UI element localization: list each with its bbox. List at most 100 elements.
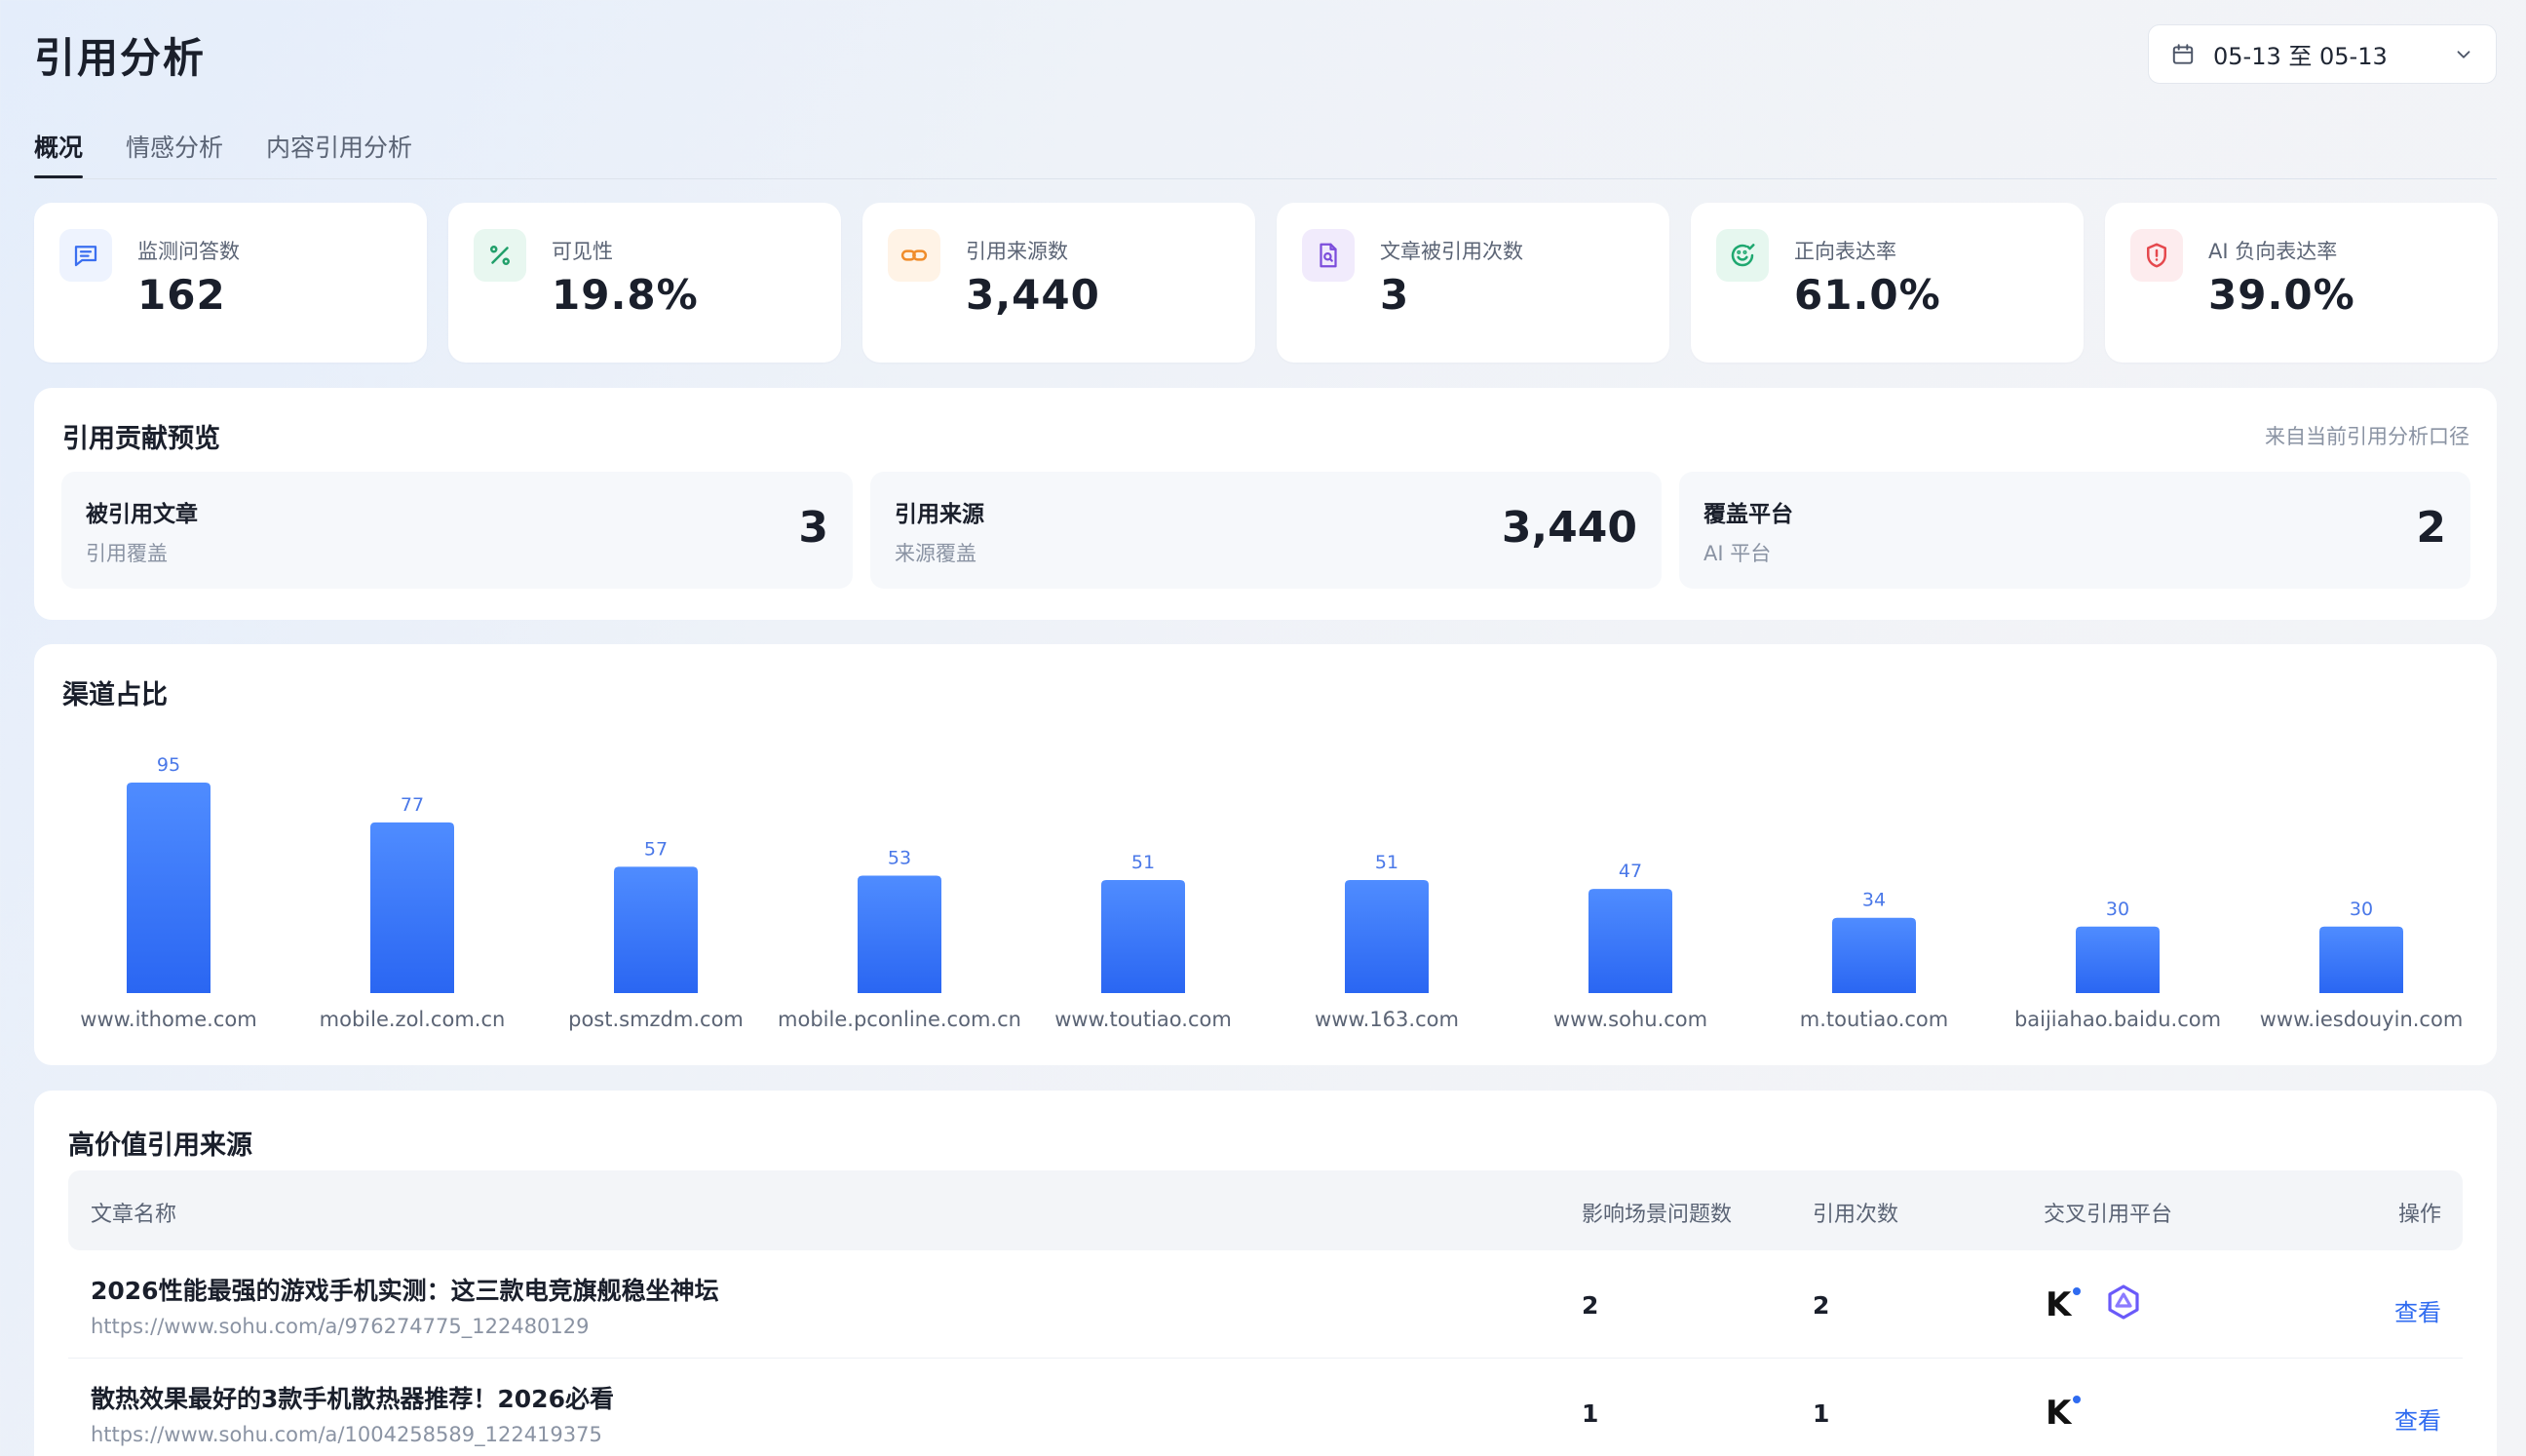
table-header: 文章名称 影响场景问题数 引用次数 交叉引用平台 操作 <box>68 1170 2463 1250</box>
bar-value-label: 57 <box>644 838 668 860</box>
col-article-name: 文章名称 <box>91 1203 177 1227</box>
category-label: mobile.zol.com.cn <box>320 1008 506 1031</box>
contribution-item-sub: AI 平台 <box>1703 542 1772 565</box>
platform-icons: K <box>2044 1391 2083 1430</box>
contribution-note: 来自当前引用分析口径 <box>2265 425 2469 448</box>
tab-sentiment[interactable]: 情感分析 <box>126 134 224 162</box>
chevron-down-icon <box>2457 50 2470 58</box>
metric-card-sources: 引用来源数 3,440 <box>862 203 1255 363</box>
chat-lines-icon <box>59 229 112 282</box>
bar-www.iesdouyin.com[interactable] <box>2319 926 2403 993</box>
shield-alert-icon <box>2130 229 2183 282</box>
citation-count: 2 <box>1813 1291 1830 1320</box>
metric-value: 61.0% <box>1794 271 1941 319</box>
document-search-icon <box>1302 229 1355 282</box>
category-label: mobile.pconline.com.cn <box>778 1008 1021 1031</box>
col-scenario-questions: 影响场景问题数 <box>1582 1203 1733 1227</box>
contribution-item-title: 引用来源 <box>895 502 984 527</box>
col-cross-platforms: 交叉引用平台 <box>2044 1203 2173 1227</box>
svg-text:K: K <box>2046 1285 2073 1322</box>
article-url[interactable]: https://www.sohu.com/a/1004258589_122419… <box>91 1423 602 1446</box>
category-label: post.smzdm.com <box>568 1008 744 1031</box>
bar-value-label: 51 <box>1375 852 1398 873</box>
contribution-item-sub: 来源覆盖 <box>895 542 976 565</box>
smile-check-icon <box>1716 229 1769 282</box>
metric-card-negative-rate: AI 负向表达率 39.0% <box>2105 203 2498 363</box>
col-action: 操作 <box>2397 1203 2441 1227</box>
metric-value: 162 <box>137 271 226 319</box>
metric-cards: 监测问答数 162 可见性 19.8% 引用来源数 3,440 文章被引用次数 3 正向… <box>34 203 2498 363</box>
metric-card-positive-rate: 正向表达率 61.0% <box>1691 203 2084 363</box>
category-label: www.163.com <box>1315 1008 1459 1031</box>
bar-www.ithome.com[interactable] <box>127 783 210 993</box>
bar-www.163.com[interactable] <box>1345 880 1429 993</box>
category-label: baijiahao.baidu.com <box>2014 1008 2221 1031</box>
sources-title: 高价值引用来源 <box>68 1130 252 1161</box>
contribution-item-value: 2 <box>2416 503 2446 553</box>
scenario-question-count: 2 <box>1582 1291 1599 1320</box>
bar-value-label: 77 <box>401 794 424 816</box>
bar-value-label: 34 <box>1862 890 1886 911</box>
contribution-panel: 引用贡献预览 来自当前引用分析口径 被引用文章 引用覆盖 3 引用来源 来源覆盖… <box>34 388 2497 620</box>
contribution-cited-articles: 被引用文章 引用覆盖 3 <box>61 472 853 589</box>
bar-www.sohu.com[interactable] <box>1588 889 1672 993</box>
bar-mobile.pconline.com.cn[interactable] <box>858 875 941 993</box>
contribution-item-title: 覆盖平台 <box>1703 502 1793 527</box>
date-range-picker[interactable]: 05-13 至 05-13 <box>2148 24 2497 84</box>
bar-value-label: 95 <box>157 754 180 776</box>
bar-m.toutiao.com[interactable] <box>1832 917 1916 993</box>
tongyi-logo-icon <box>2108 1284 2139 1320</box>
bar-mobile.zol.com.cn[interactable] <box>370 822 454 993</box>
tab-overview[interactable]: 概况 <box>34 125 84 178</box>
bar-www.toutiao.com[interactable] <box>1101 880 1185 993</box>
category-label: www.iesdouyin.com <box>2260 1008 2464 1031</box>
contribution-item-value: 3 <box>798 503 828 553</box>
metric-label: AI 负向表达率 <box>2208 240 2338 263</box>
category-label: www.toutiao.com <box>1054 1008 1232 1031</box>
metric-value: 3 <box>1380 271 1410 319</box>
page-title: 引用分析 <box>34 34 207 82</box>
citation-count: 1 <box>1813 1399 1830 1428</box>
view-button[interactable]: 查看 <box>2394 1299 2441 1326</box>
category-label: www.ithome.com <box>80 1008 256 1031</box>
channel-title: 渠道占比 <box>62 680 168 710</box>
tab-content-citation[interactable]: 内容引用分析 <box>266 134 413 162</box>
article-url[interactable]: https://www.sohu.com/a/976274775_1224801… <box>91 1315 590 1338</box>
table-row: 2026性能最强的游戏手机实测：这三款电竞旗舰稳坐神坛 https://www.… <box>68 1250 2463 1358</box>
metric-value: 19.8% <box>552 271 699 319</box>
percent-icon <box>474 229 526 282</box>
bar-value-label: 47 <box>1619 861 1642 882</box>
scenario-question-count: 1 <box>1582 1399 1599 1428</box>
bar-value-label: 30 <box>2106 899 2129 920</box>
date-range-value: 05-13 至 05-13 <box>2213 43 2388 70</box>
contribution-sources: 引用来源 来源覆盖 3,440 <box>870 472 1662 589</box>
kimi-logo-icon: K <box>2046 1285 2081 1322</box>
svg-text:K: K <box>2046 1394 2073 1430</box>
metric-label: 引用来源数 <box>966 240 1068 263</box>
contribution-item-value: 3,440 <box>1501 503 1637 553</box>
col-citation-count: 引用次数 <box>1813 1203 1899 1227</box>
table-row: 散热效果最好的3款手机散热器推荐！2026必看 https://www.sohu… <box>68 1358 2463 1456</box>
bar-post.smzdm.com[interactable] <box>614 866 698 993</box>
bar-value-label: 51 <box>1131 852 1155 873</box>
metric-label: 正向表达率 <box>1794 240 1896 263</box>
bar-value-label: 53 <box>888 847 911 868</box>
metric-card-article-citations: 文章被引用次数 3 <box>1277 203 1669 363</box>
channel-share-panel: 渠道占比 95 www.ithome.com 77 mobile.zol.com.cn… <box>34 644 2497 1065</box>
platform-icons: K <box>2044 1283 2143 1322</box>
bar-baijiahao.baidu.com[interactable] <box>2076 926 2160 993</box>
link-icon <box>888 229 940 282</box>
metric-label: 监测问答数 <box>137 240 240 263</box>
metric-card-visibility: 可见性 19.8% <box>448 203 841 363</box>
metric-card-questions: 监测问答数 162 <box>34 203 427 363</box>
bar-value-label: 30 <box>2350 899 2373 920</box>
contribution-title: 引用贡献预览 <box>62 424 220 454</box>
contribution-item-title: 被引用文章 <box>86 502 198 527</box>
article-title: 散热效果最好的3款手机散热器推荐！2026必看 <box>91 1385 614 1413</box>
tab-bar: 概况 情感分析 内容引用分析 <box>34 125 2497 179</box>
category-label: m.toutiao.com <box>1800 1008 1948 1031</box>
metric-value: 3,440 <box>966 271 1100 319</box>
metric-label: 文章被引用次数 <box>1380 240 1523 263</box>
view-button[interactable]: 查看 <box>2394 1407 2441 1435</box>
kimi-logo-icon: K <box>2046 1394 2081 1430</box>
